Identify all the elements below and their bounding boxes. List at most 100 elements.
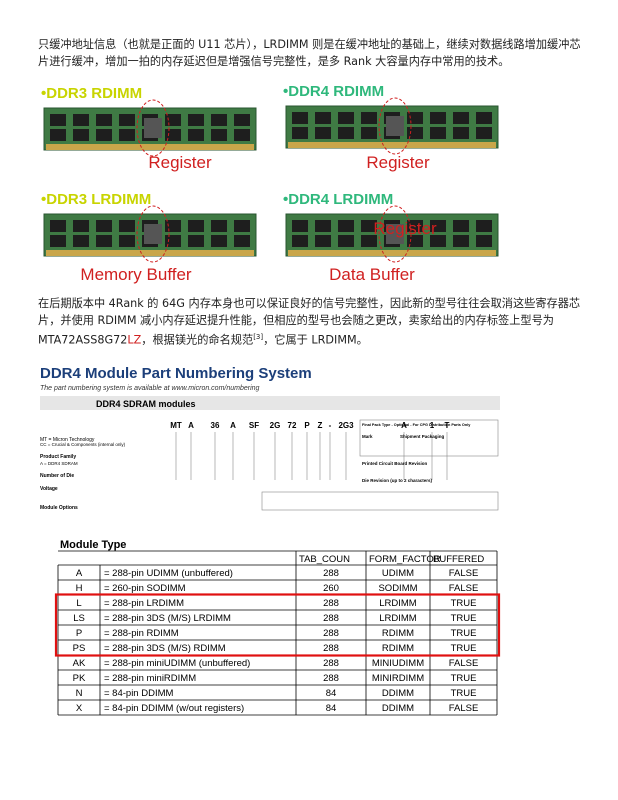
cell: MINIUDIMM (372, 658, 424, 669)
column-header: FORM_FACTOR (369, 554, 441, 565)
register-chip (386, 224, 404, 244)
cell: X (76, 703, 83, 714)
cell: FALSE (449, 703, 479, 714)
cell: = 288-pin UDIMM (unbuffered) (104, 568, 233, 579)
left-label: Number of Die (40, 473, 74, 479)
photo-title: •DDR4 LRDIMM (283, 191, 393, 208)
code-part: MT (170, 421, 182, 430)
chip (165, 220, 181, 232)
chip (119, 220, 135, 232)
right-box (359, 419, 499, 457)
module-contacts (288, 142, 496, 148)
cell: LRDIMM (379, 613, 417, 624)
chip (407, 112, 423, 124)
cell: DDIMM (382, 703, 414, 714)
highlight (136, 99, 170, 157)
cell: FALSE (449, 583, 479, 594)
cell: FALSE (449, 658, 479, 669)
chip (407, 127, 423, 139)
photo-label: Register (148, 153, 212, 172)
code-part: 2G (270, 421, 281, 430)
cell: 288 (323, 568, 339, 579)
cell: 84 (326, 688, 337, 699)
cell: H (76, 583, 83, 594)
photo-title: •DDR3 RDIMM (41, 85, 142, 102)
right-label: Die Revision (up to 2 characters) (362, 478, 433, 483)
chip (96, 114, 112, 126)
cell: = 84-pin DDIMM (w/out registers) (104, 703, 244, 714)
chip (50, 114, 66, 126)
text: LZ (127, 333, 142, 347)
chip (188, 235, 204, 247)
chip (234, 129, 250, 141)
table-title: Module Type (60, 539, 126, 551)
cell: TRUE (451, 643, 477, 654)
cell: = 288-pin LRDIMM (104, 598, 184, 609)
chip (188, 114, 204, 126)
cell: = 288-pin miniUDIMM (unbuffered) (104, 658, 250, 669)
chip (453, 235, 469, 247)
cell: LS (73, 613, 85, 624)
cell: 288 (323, 628, 339, 639)
cell: TRUE (451, 598, 477, 609)
cell: FALSE (449, 568, 479, 579)
code-part: - (329, 421, 332, 430)
highlight (378, 97, 412, 155)
cell: 288 (323, 613, 339, 624)
chip (211, 114, 227, 126)
photo-label: Register (373, 219, 437, 238)
cell: SODIMM (378, 583, 417, 594)
chip (73, 114, 89, 126)
chip (315, 220, 331, 232)
right-label: Mark (362, 434, 373, 439)
chip (407, 235, 423, 247)
module-contacts (46, 250, 254, 256)
chip (315, 127, 331, 139)
options-box (261, 491, 499, 511)
chip (73, 220, 89, 232)
module-contacts (288, 250, 496, 256)
text: ，根据镁光的命名规范 (141, 333, 254, 347)
chip (292, 112, 308, 124)
band (40, 396, 500, 410)
right-label: Printed Circuit Board Revision (362, 461, 428, 466)
chip (96, 235, 112, 247)
cell: = 288-pin RDIMM (104, 628, 179, 639)
chip (188, 220, 204, 232)
chip (96, 220, 112, 232)
cell: = 288-pin miniRDIMM (104, 673, 196, 684)
cell: PS (73, 643, 86, 654)
chip (315, 235, 331, 247)
text: ，它属于 LRDIMM。 (263, 333, 368, 347)
chip (119, 235, 135, 247)
cell: 288 (323, 658, 339, 669)
chip (73, 129, 89, 141)
chip (338, 220, 354, 232)
chip (211, 129, 227, 141)
cell: LRDIMM (379, 598, 417, 609)
cell: 288 (323, 598, 339, 609)
cell: TRUE (451, 628, 477, 639)
code-part: A (401, 421, 407, 430)
register-chip (386, 116, 404, 136)
cell: TRUE (451, 613, 477, 624)
cell: AK (73, 658, 86, 669)
cell: = 84-pin DDIMM (104, 688, 174, 699)
chip (292, 235, 308, 247)
chip (165, 114, 181, 126)
code-part: Z (318, 421, 323, 430)
cell: PK (73, 673, 86, 684)
chip (234, 220, 250, 232)
cell: RDIMM (382, 628, 414, 639)
left-label: A = DDR4 SDRAM (40, 461, 78, 466)
chip (453, 220, 469, 232)
chip (73, 235, 89, 247)
chip (292, 127, 308, 139)
code-part: 36 (211, 421, 220, 430)
cell: A (76, 568, 83, 579)
chip (476, 235, 492, 247)
register-chip (144, 118, 162, 138)
code-part: A (188, 421, 194, 430)
cell: = 260-pin SODIMM (104, 583, 186, 594)
cell: P (76, 628, 82, 639)
